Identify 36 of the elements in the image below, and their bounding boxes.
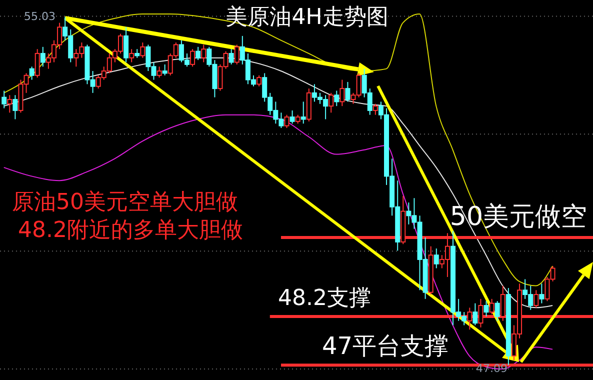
candlestick <box>472 302 478 326</box>
candlestick <box>484 300 489 317</box>
candlestick <box>7 94 12 114</box>
annotation: 55.03 <box>24 10 56 24</box>
candlestick <box>40 46 46 68</box>
candlestick <box>140 42 146 58</box>
candlestick <box>434 248 439 269</box>
candlestick <box>228 48 234 65</box>
candlestick <box>190 48 196 68</box>
candlestick <box>2 90 7 109</box>
candlestick <box>124 26 129 63</box>
candlestick <box>328 92 334 114</box>
candlestick <box>12 94 18 120</box>
candlestick <box>345 81 350 102</box>
candlestick <box>196 46 201 61</box>
candlestick <box>129 48 134 63</box>
candlestick <box>234 44 240 65</box>
candlestick <box>372 103 378 116</box>
ref-line-label: 47平台支撑 <box>322 332 449 361</box>
annotation: 48.2附近的多单大胆做 <box>18 218 243 244</box>
candlestick <box>300 101 306 124</box>
ref-line-label: 48.2支撑 <box>278 286 371 312</box>
candlestick <box>284 114 290 128</box>
candlestick <box>162 64 168 76</box>
candlestick <box>534 290 539 308</box>
candlestick <box>290 110 295 124</box>
candlestick <box>340 79 345 107</box>
candlestick <box>256 74 262 87</box>
candlestick <box>201 44 206 63</box>
candlestick <box>156 66 162 78</box>
candlestick <box>494 300 500 322</box>
candlestick <box>34 48 40 78</box>
candlestick <box>29 66 34 80</box>
candlestick <box>539 283 544 304</box>
annotation: 原油50美元空单大胆做 <box>12 190 238 216</box>
candlestick <box>334 90 340 107</box>
